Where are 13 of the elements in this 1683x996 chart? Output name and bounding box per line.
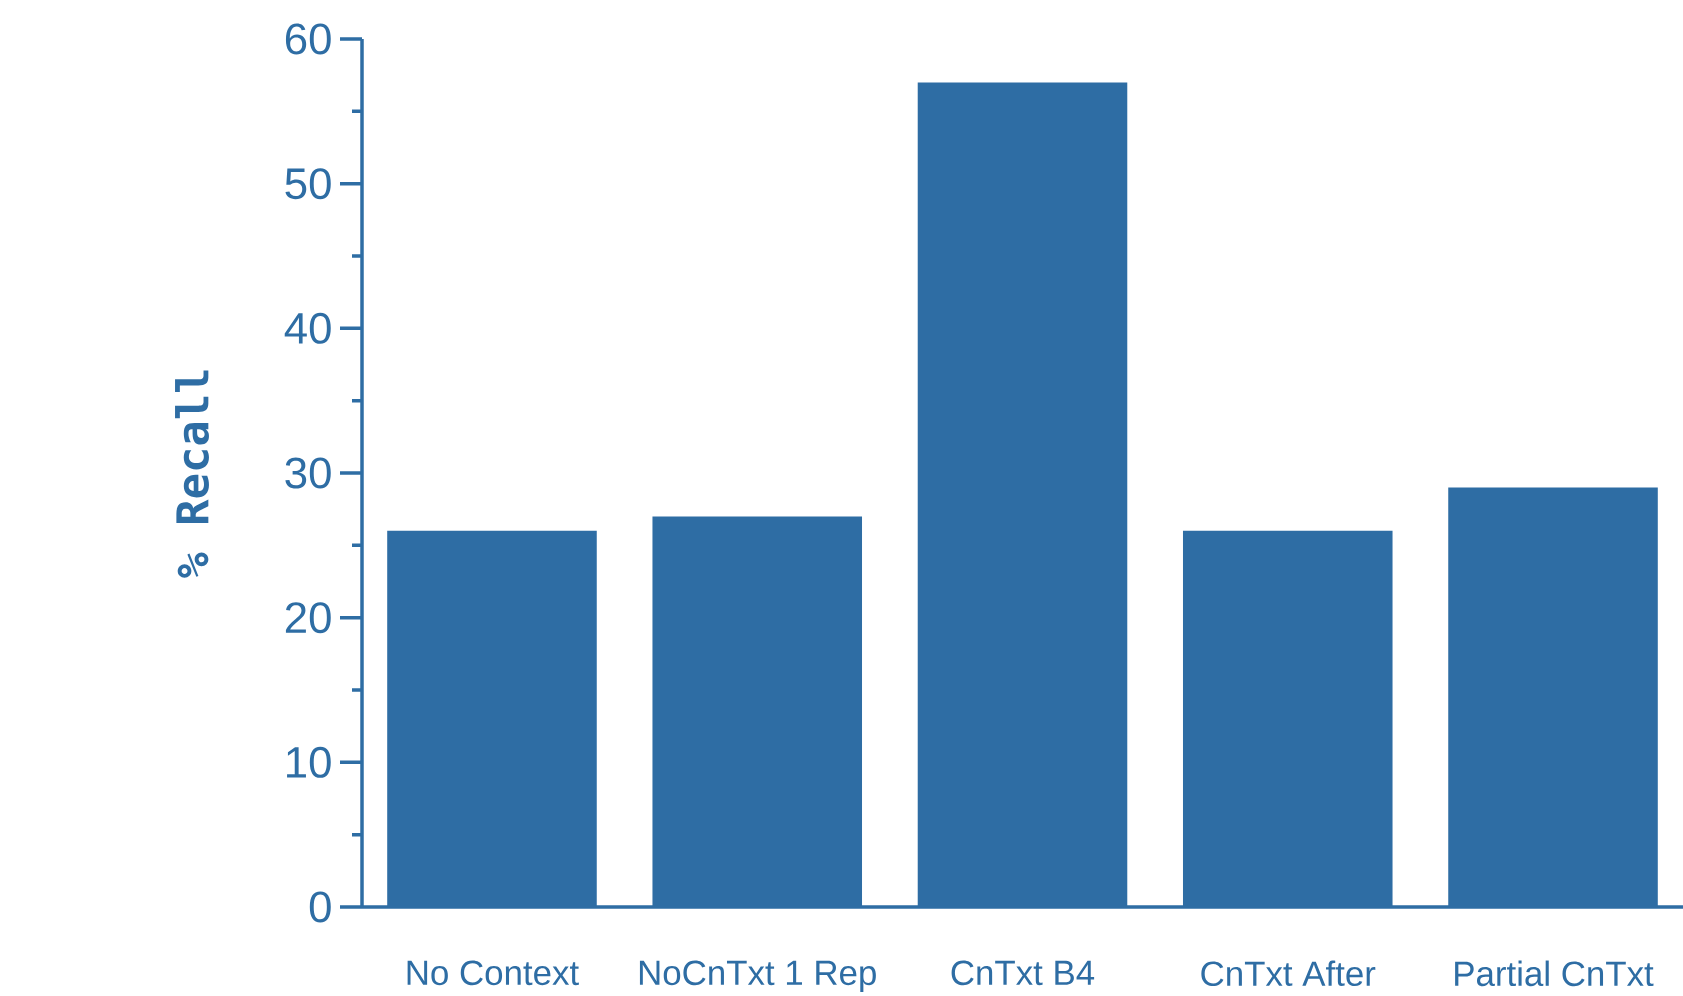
x-tick-label: Partial CnTxt [1455,960,1654,987]
y-tick-label: 0 [309,891,331,923]
x-tick-label: CnTxt B4 [951,960,1095,986]
x-tick-label: NoCnTxt 1 Rep [639,960,876,993]
y-tick-label: 40 [284,312,331,344]
x-tick-label: CnTxt After [1201,960,1376,987]
y-tick-label: 30 [285,457,331,489]
y-tick-label: 50 [285,168,331,200]
y-tick-label: 10 [287,746,331,778]
y-tick-label: 60 [285,23,331,55]
x-tick-label: No Context [407,960,579,986]
y-axis-title: % Recall [175,370,209,578]
y-tick-label: 20 [285,602,331,634]
